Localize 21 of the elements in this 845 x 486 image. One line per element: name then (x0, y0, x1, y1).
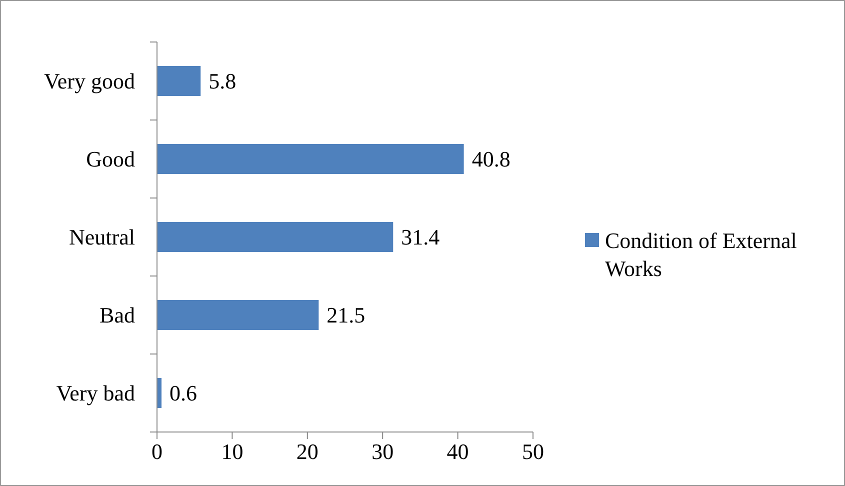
x-tick-label: 0 (152, 439, 162, 464)
bar (157, 66, 201, 96)
bar (157, 300, 319, 330)
y-tick-label: Good (86, 146, 135, 172)
y-tick-label: Neutral (69, 224, 135, 250)
data-label: 21.5 (326, 302, 366, 328)
data-label: 40.8 (472, 146, 510, 172)
bar (157, 144, 464, 174)
y-tick-label: Very bad (56, 380, 135, 406)
y-tick-label: Very good (44, 68, 135, 94)
x-tick-label: 40 (446, 439, 469, 464)
x-tick-label: 20 (296, 439, 318, 464)
data-label: 31.4 (401, 224, 440, 250)
x-tick-label: 10 (221, 439, 244, 464)
legend-label: Condition of External Works (605, 228, 797, 280)
x-tick-label: 50 (522, 439, 544, 464)
bar (157, 222, 394, 252)
y-tick-label: Bad (100, 302, 135, 328)
data-label: 5.8 (208, 68, 236, 94)
x-tick-label: 30 (372, 439, 394, 464)
data-label: 0.6 (170, 380, 198, 406)
